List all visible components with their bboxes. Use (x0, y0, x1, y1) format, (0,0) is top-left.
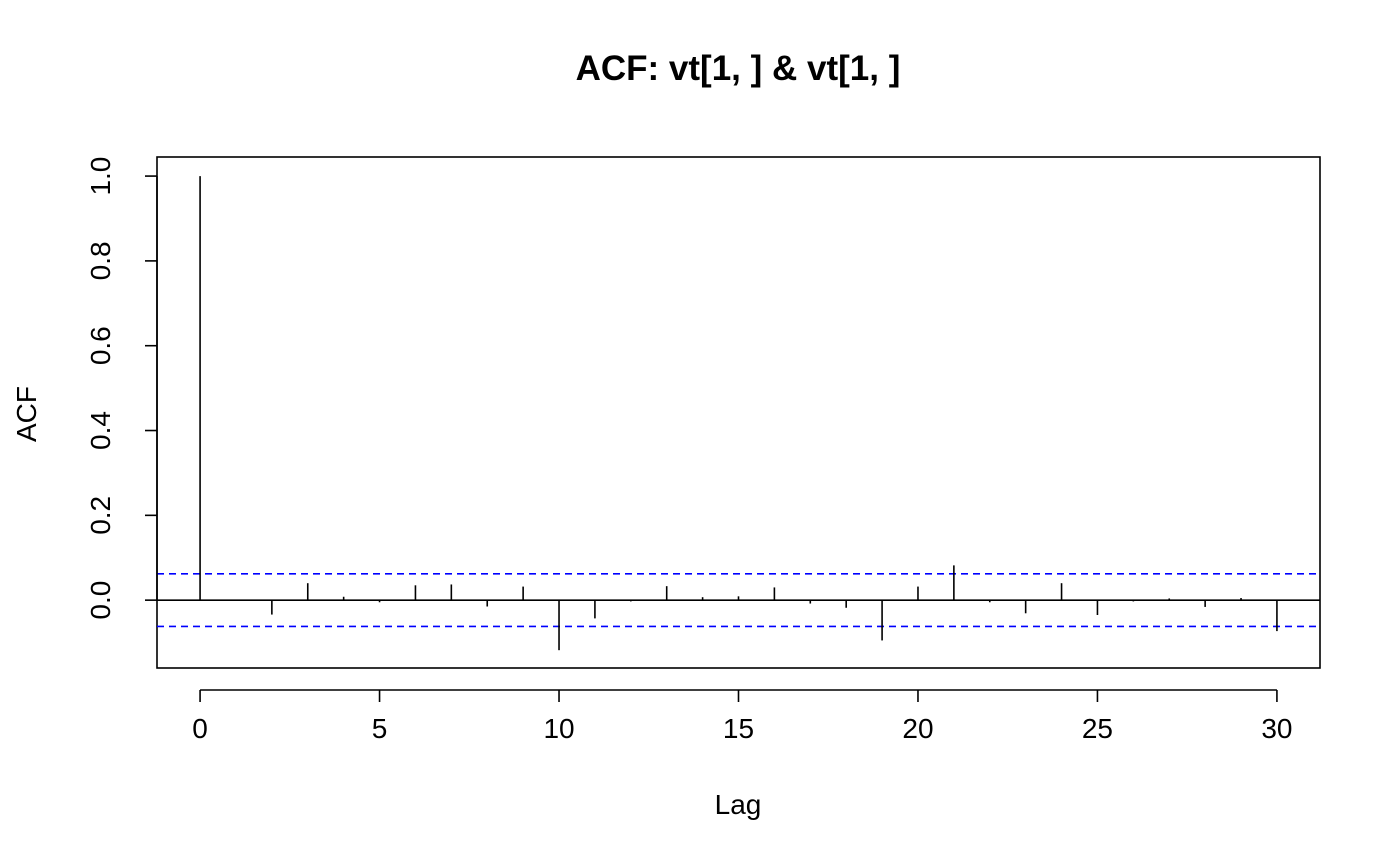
y-tick-label-5: 1.0 (85, 157, 116, 196)
y-tick-label-2: 0.4 (85, 411, 116, 450)
x-tick-label-2: 10 (543, 713, 574, 744)
x-tick-label-0: 0 (192, 713, 208, 744)
y-tick-label-3: 0.6 (85, 326, 116, 365)
x-tick-label-3: 15 (723, 713, 754, 744)
y-tick-label-4: 0.8 (85, 241, 116, 280)
x-axis-title: Lag (715, 789, 762, 820)
x-tick-label-4: 20 (902, 713, 933, 744)
y-tick-label-1: 0.2 (85, 496, 116, 535)
x-tick-label-5: 25 (1082, 713, 1113, 744)
y-axis-title: ACF (11, 386, 42, 442)
x-tick-label-6: 30 (1261, 713, 1292, 744)
plot-frame (156, 156, 1321, 669)
y-tick-label-0: 0.0 (85, 581, 116, 620)
x-tick-label-1: 5 (372, 713, 388, 744)
chart-title: ACF: vt[1, ] & vt[1, ] (576, 49, 901, 88)
plot-area: 0 5 10 15 20 25 30 0.0 0.2 0.4 0.6 0.8 1.0 (85, 156, 1321, 744)
